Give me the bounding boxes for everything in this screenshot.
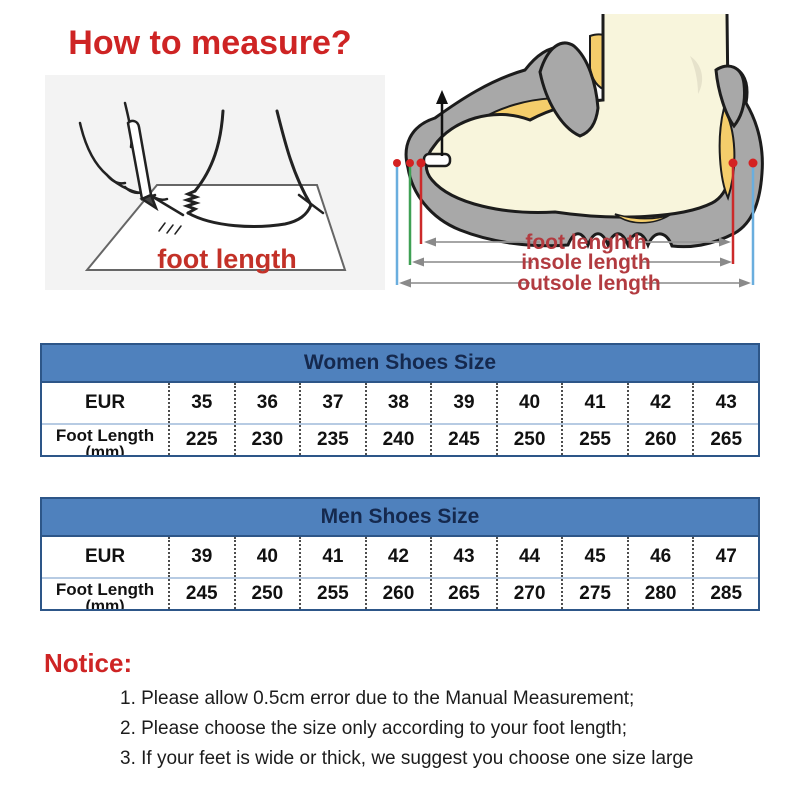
size-cell: 38 (364, 383, 431, 423)
length-cell: 260 (626, 425, 693, 455)
men-eur-row: EUR 39 40 41 42 43 44 45 46 47 (42, 537, 758, 577)
length-cell: 260 (364, 579, 431, 609)
size-cell: 43 (692, 383, 758, 423)
shoe-collars (538, 41, 746, 138)
women-footlength-row: Foot Length (mm) 225 230 235 240 245 250… (42, 423, 758, 455)
shoe-diagram-drawing: foot lenghth insole length outsole lengt… (393, 13, 764, 295)
measurement-dots (393, 158, 758, 168)
pencil-icon (126, 119, 153, 201)
women-table-title: Women Shoes Size (42, 345, 758, 383)
length-cell: 255 (299, 579, 365, 609)
size-cell: 41 (561, 383, 627, 423)
men-footlength-row: Foot Length (mm) 245 250 255 260 265 270… (42, 577, 758, 609)
size-cell: 42 (626, 383, 693, 423)
size-cell: 40 (233, 537, 300, 577)
insole-slivers (614, 105, 736, 224)
page-title: How to measure? (68, 24, 352, 62)
row-label-foot-length: Foot Length (mm) (42, 425, 168, 455)
hand-with-pencil (78, 101, 169, 212)
row-label-foot-length: Foot Length (mm) (42, 579, 168, 609)
length-cell: 275 (561, 579, 627, 609)
foot-outline (424, 13, 734, 219)
length-cell: 230 (233, 425, 300, 455)
shoe-measurement-illustration: foot lenghth insole length outsole lengt… (390, 8, 800, 308)
foot-tracing-drawing: foot length (78, 101, 347, 274)
length-cell: 225 (168, 425, 234, 455)
women-eur-row: EUR 35 36 37 38 39 40 41 42 43 (42, 383, 758, 423)
foot-tracing-illustration: foot length (45, 75, 385, 290)
dimension-arrows (399, 237, 751, 288)
length-cell: 255 (561, 425, 627, 455)
length-cell: 250 (495, 425, 562, 455)
up-arrow-icon (436, 90, 448, 156)
size-cell: 44 (495, 537, 562, 577)
ankle-shading (690, 56, 703, 94)
size-cell: 36 (233, 383, 300, 423)
size-cell: 39 (168, 537, 234, 577)
size-cell: 42 (364, 537, 431, 577)
men-size-table: Men Shoes Size EUR 39 40 41 42 43 44 45 … (40, 497, 760, 611)
size-cell: 43 (430, 537, 496, 577)
length-cell: 250 (233, 579, 300, 609)
size-cell: 47 (692, 537, 758, 577)
big-toe-notch (422, 152, 452, 168)
length-cell: 280 (626, 579, 693, 609)
length-cell: 245 (430, 425, 496, 455)
unit-label: (mm) (85, 444, 125, 455)
foot-length-measure-label: foot lenghth (525, 231, 646, 254)
unit-label: (mm) (85, 598, 125, 609)
foot-outline (151, 109, 325, 235)
size-cell: 41 (299, 537, 365, 577)
foot-length-label: foot length (157, 244, 296, 274)
length-cell: 270 (495, 579, 562, 609)
length-cell: 265 (430, 579, 496, 609)
notice-list: 1. Please allow 0.5cm error due to the M… (120, 684, 693, 774)
row-label-eur: EUR (84, 546, 126, 567)
length-cell: 245 (168, 579, 234, 609)
length-cell: 240 (364, 425, 431, 455)
notice-title: Notice: (44, 648, 133, 678)
size-cell: 39 (430, 383, 496, 423)
men-table-title: Men Shoes Size (42, 499, 758, 537)
length-cell: 235 (299, 425, 365, 455)
size-cell: 35 (168, 383, 234, 423)
measurement-lines (395, 163, 755, 285)
size-cell: 40 (495, 383, 562, 423)
notice-item: 2. Please choose the size only according… (120, 718, 627, 739)
size-cell: 37 (299, 383, 365, 423)
outsole-length-measure-label: outsole length (517, 272, 661, 295)
notice-item: 3. If your feet is wide or thick, we sug… (120, 748, 694, 769)
length-cell: 265 (692, 425, 758, 455)
row-label-eur: EUR (84, 392, 126, 413)
women-size-table: Women Shoes Size EUR 35 36 37 38 39 40 4… (40, 343, 760, 457)
size-cell: 45 (561, 537, 627, 577)
insole-length-measure-label: insole length (521, 251, 651, 274)
size-cell: 46 (626, 537, 693, 577)
notice-item: 1. Please allow 0.5cm error due to the M… (120, 688, 635, 709)
length-cell: 285 (692, 579, 758, 609)
